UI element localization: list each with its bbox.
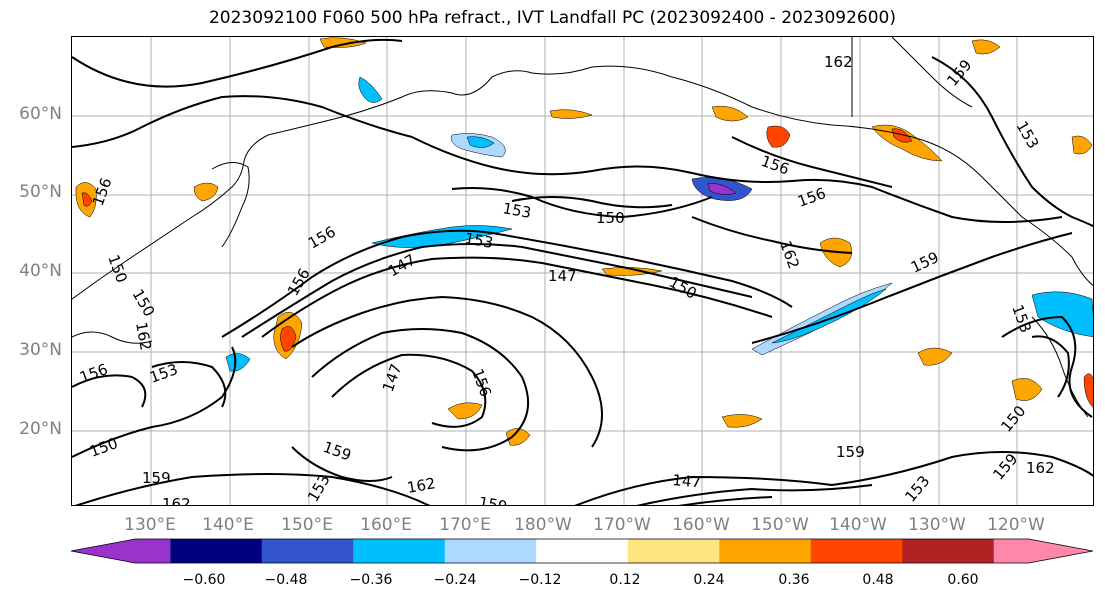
colorbar-swatch (261, 539, 354, 563)
colorbar-tick: −0.60 (182, 572, 226, 588)
contour-label: 156 (468, 366, 495, 399)
lon-label-120w: 120°W (987, 515, 1045, 535)
colorbar-swatch (536, 539, 629, 563)
anomaly-patch (447, 402, 483, 420)
contour-label: 147 (379, 361, 406, 394)
lat-label-20n: 20°N (19, 419, 62, 439)
anomaly-patch (1011, 378, 1043, 401)
lon-label-150e: 150°E (281, 515, 333, 535)
colorbar-swatch (810, 539, 903, 563)
contour-label: 162 (776, 238, 803, 271)
contour-label: 156 (305, 223, 339, 253)
anomaly-patch (871, 124, 943, 162)
colorbar (70, 538, 1094, 564)
colorbar-tick: 0.60 (947, 572, 979, 588)
lon-label-160e: 160°E (360, 515, 412, 535)
contour-label: 153 (463, 229, 494, 252)
contour-label: 159 (142, 469, 171, 487)
contour-label: 159 (477, 493, 508, 506)
anomaly-fills (75, 37, 1093, 446)
contour-label: 147 (672, 471, 702, 491)
contour-lines (72, 38, 1093, 505)
contour-label: 150 (87, 434, 120, 461)
colorbar-swatch (719, 539, 812, 563)
colorbar-outline (70, 538, 1094, 564)
anomaly-patch (917, 347, 953, 366)
contour-label: 159 (908, 248, 942, 276)
anomaly-patch (466, 136, 495, 148)
contour-label: 147 (548, 267, 577, 285)
anomaly-patch (1031, 291, 1093, 337)
lat-label-60n: 60°N (19, 104, 62, 124)
anomaly-patch (711, 105, 749, 122)
lat-label-40n: 40°N (19, 261, 62, 281)
colorbar-swatches (70, 538, 1094, 564)
coastlines (72, 37, 1093, 418)
anomaly-patch (280, 326, 297, 352)
anomaly-patch (707, 182, 737, 195)
contour-label: 162 (132, 321, 155, 352)
contour-label: 150 (104, 252, 131, 285)
lon-label-180w: 180°W (514, 515, 572, 535)
contour-label: 150 (596, 209, 625, 227)
lon-label-140w: 140°W (829, 515, 887, 535)
colorbar-tick: −0.12 (518, 572, 562, 588)
contour-label: 153 (901, 472, 933, 506)
contour-label: 162 (1026, 459, 1055, 477)
anomaly-patch (81, 192, 93, 207)
map-title: 2023092100 F060 500 hPa refract., IVT La… (208, 8, 896, 28)
lon-label-170e: 170°E (439, 515, 491, 535)
colorbar-tick: 0.24 (693, 572, 725, 588)
lat-label-50n: 50°N (19, 182, 62, 202)
colorbar-swatch (627, 539, 720, 563)
colorbar-tick: −0.36 (349, 572, 393, 588)
contour-label: 159 (836, 443, 865, 461)
contour-label: 150 (129, 286, 159, 320)
contour-label: 156 (77, 360, 110, 387)
anomaly-patch (549, 109, 593, 119)
contour-label: 162 (406, 474, 437, 497)
lon-label-140e: 140°E (202, 515, 254, 535)
colorbar-swatch (353, 539, 446, 563)
anomaly-patch (771, 288, 887, 344)
colorbar-swatch (444, 539, 537, 563)
colorbar-tick: 0.12 (609, 572, 641, 588)
map-panel: 162 159 153 156 150 153 156 156 162 159 … (71, 36, 1094, 506)
anomaly-patch (1083, 373, 1093, 408)
anomaly-patch (193, 182, 219, 202)
lon-label-130w: 130°W (908, 515, 966, 535)
colorbar-swatch (902, 539, 995, 563)
anomaly-patch (1071, 135, 1093, 155)
contour-label: 153 (501, 199, 532, 222)
lon-label-150w: 150°W (751, 515, 809, 535)
anomaly-patch (505, 428, 531, 446)
map-canvas: 162 159 153 156 150 153 156 156 162 159 … (72, 37, 1093, 506)
lon-label-170w: 170°W (593, 515, 651, 535)
colorbar-swatch (170, 539, 263, 563)
colorbar-swatch (71, 539, 171, 563)
contour-label: 156 (795, 184, 828, 211)
lon-label-130e: 130°E (124, 515, 176, 535)
anomaly-patch (971, 39, 1001, 55)
colorbar-tick: 0.36 (778, 572, 810, 588)
colorbar-tick: 0.48 (862, 572, 894, 588)
anomaly-patch (766, 125, 791, 148)
contour-label: 153 (147, 360, 180, 387)
contour-label: 162 (824, 53, 853, 71)
colorbar-swatch (993, 539, 1093, 563)
contour-label: 162 (162, 495, 191, 506)
colorbar-tick: −0.24 (433, 572, 477, 588)
anomaly-patch (891, 128, 913, 143)
contour-label: 156 (759, 152, 792, 179)
anomaly-patch (358, 76, 383, 103)
colorbar-tick: −0.48 (264, 572, 308, 588)
contour-label: 156 (89, 175, 116, 208)
anomaly-patch (225, 353, 251, 372)
anomaly-patch (721, 414, 763, 428)
contour-label-group: 162 159 153 156 150 153 156 156 162 159 … (77, 53, 1055, 506)
lat-label-30n: 30°N (19, 340, 62, 360)
lon-label-160w: 160°W (672, 515, 730, 535)
contour-label: 159 (321, 438, 354, 465)
